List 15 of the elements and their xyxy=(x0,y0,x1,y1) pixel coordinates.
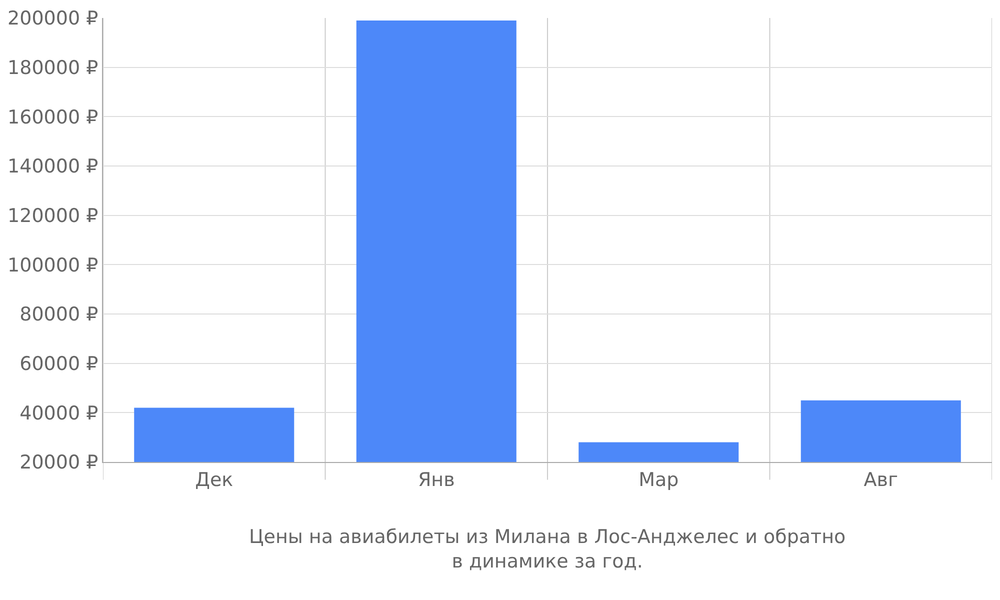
y-tick-label: 60000 ₽ xyxy=(20,352,98,375)
x-tick-label: Янв xyxy=(418,468,455,491)
x-tick-label: Мар xyxy=(638,468,679,491)
y-tick-label: 140000 ₽ xyxy=(8,156,98,178)
x-tick-label: Авг xyxy=(864,468,898,491)
x-tick-label: Дек xyxy=(195,468,234,491)
y-tick-label: 20000 ₽ xyxy=(20,452,98,474)
y-tick-label: 40000 ₽ xyxy=(20,402,98,424)
y-tick-label: 160000 ₽ xyxy=(8,106,98,128)
y-tick-label: 100000 ₽ xyxy=(8,254,98,276)
y-tick-label: 180000 ₽ xyxy=(8,56,98,79)
y-tick-label: 80000 ₽ xyxy=(20,304,98,326)
y-tick-label: 200000 ₽ xyxy=(8,8,98,30)
text: Цены на авиабилеты из Милана в Лос-Анджелес и обратно в динамике за год. xyxy=(249,526,846,573)
y-tick-label: 120000 ₽ xyxy=(8,204,98,227)
